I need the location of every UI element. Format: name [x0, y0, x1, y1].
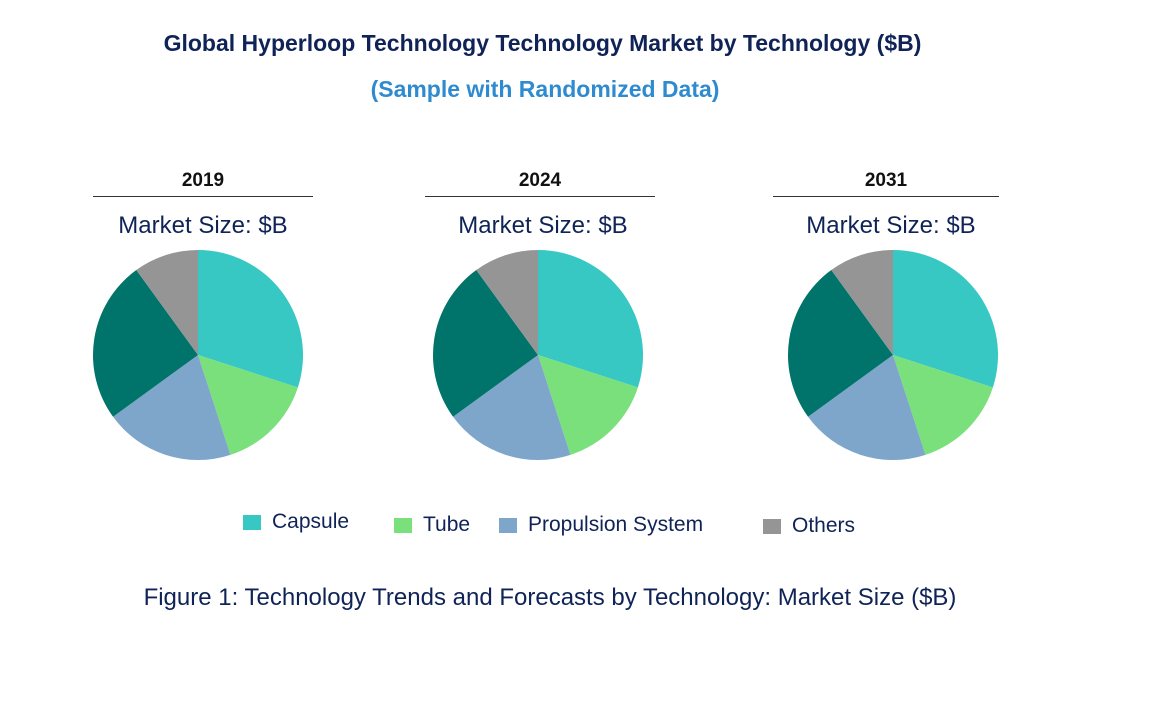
pie-slice-2024-capsule: [538, 250, 644, 388]
pie-year-2019: 2019: [93, 170, 313, 197]
pie-slice-2019-propulsion-system: [113, 355, 231, 460]
chart-subtitle: (Sample with Randomized Data): [370, 76, 720, 102]
pie-label-2024: Market Size: $B: [458, 212, 628, 239]
legend-item-others: Others: [763, 514, 855, 538]
pie-slice-2031-propulsion-system: [808, 355, 926, 460]
legend-label: Propulsion System: [528, 513, 704, 536]
pie-slice-2031-tube: [893, 355, 993, 455]
pie-year-2031: 2031: [773, 170, 999, 197]
legend-swatch: [243, 514, 261, 530]
chart-title: Global Hyperloop Technology Technology M…: [163, 30, 922, 56]
pie-slice-2031-others: [831, 250, 893, 355]
pie-slice-2031-unlabeled: [788, 270, 893, 417]
pie-slice-2024-propulsion-system: [453, 355, 571, 461]
pie-slice-2024-others: [476, 250, 538, 355]
pie-slice-2019-capsule: [198, 250, 303, 388]
legend-swatch: [763, 518, 781, 534]
legend-item-capsule: Capsule: [243, 510, 349, 534]
pie-slice-2031-capsule: [893, 250, 999, 388]
legend-label: Capsule: [272, 510, 350, 533]
legend-label: Tube: [423, 513, 471, 536]
legend-item-propulsion-system: Propulsion System: [499, 513, 703, 537]
legend-swatch: [394, 517, 412, 533]
pie-slice-2019-tube: [198, 355, 298, 455]
figure-caption: Figure 1: Technology Trends and Forecast…: [143, 584, 957, 611]
pie-slice-2024-tube: [538, 355, 638, 455]
pie-label-2019: Market Size: $B: [118, 212, 288, 239]
legend-swatch: [499, 517, 517, 533]
legend-label: Others: [792, 514, 856, 537]
pie-year-2024: 2024: [425, 170, 655, 197]
legend-item-tube: Tube: [394, 513, 470, 537]
pie-slice-2019-others: [136, 250, 198, 355]
pie-label-2031: Market Size: $B: [806, 212, 976, 239]
pie-slice-2019-unlabeled: [93, 270, 198, 417]
pie-slice-2024-unlabeled: [433, 270, 538, 417]
